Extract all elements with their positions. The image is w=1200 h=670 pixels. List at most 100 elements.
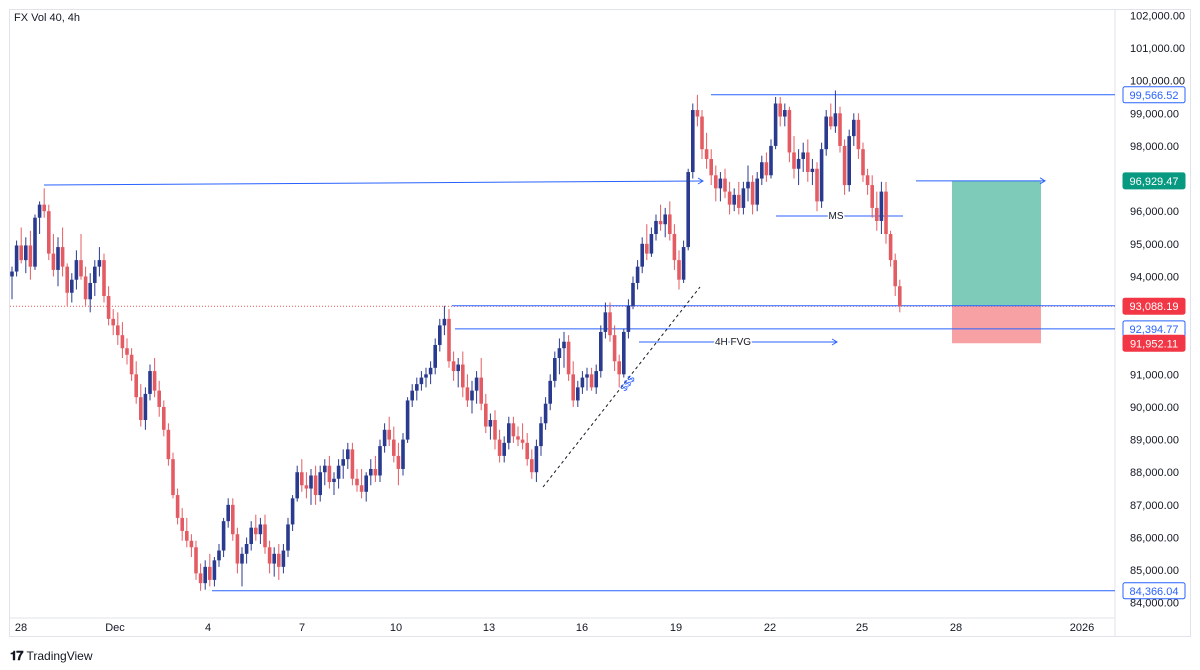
candle-body <box>56 247 60 270</box>
candle-body <box>677 260 681 280</box>
candle-body <box>539 423 543 447</box>
candle-body <box>180 517 184 531</box>
fvg-arrowhead <box>831 338 838 346</box>
candle-body <box>714 175 718 189</box>
candle-body <box>534 446 539 473</box>
candle-body <box>700 116 704 150</box>
candle-body <box>424 374 428 378</box>
candle-body <box>152 371 157 391</box>
level-line-96929-arrowhead <box>1039 177 1046 185</box>
x-tick-label: 10 <box>390 622 402 634</box>
candle-body <box>833 113 838 127</box>
candle-body <box>106 296 111 319</box>
candle-body <box>295 472 299 499</box>
candle-body <box>37 204 42 218</box>
candle-body <box>681 247 686 280</box>
candle-body <box>405 400 410 440</box>
candle-body <box>888 234 893 261</box>
candle-body <box>750 181 755 205</box>
candle-body <box>870 185 874 208</box>
x-tick-label: 25 <box>856 622 868 634</box>
price-tag-box <box>1122 297 1186 315</box>
candle-body <box>350 449 355 479</box>
candle-body <box>493 420 497 440</box>
candle-body <box>778 103 782 117</box>
candle-body <box>617 361 621 375</box>
candle-body <box>382 429 387 447</box>
candle-body <box>415 384 419 391</box>
candle-body <box>672 234 677 261</box>
candle-body <box>309 475 313 489</box>
candle-body <box>451 361 456 372</box>
x-tick-label: 4 <box>205 622 211 634</box>
candle-body <box>148 371 152 394</box>
candle-body <box>852 119 856 137</box>
price-tag-box <box>1122 86 1186 104</box>
candle-body <box>645 243 649 254</box>
candle-body <box>865 175 870 186</box>
candle-body <box>355 478 359 486</box>
candle-body <box>465 387 470 401</box>
tradingview-branding[interactable]: 𝟏𝟕 TradingView <box>10 648 93 664</box>
candle-body <box>369 468 373 476</box>
candle-body <box>796 158 801 169</box>
candle-body <box>773 103 778 146</box>
candle-body <box>691 110 695 173</box>
candle-body <box>392 439 396 456</box>
candle-body <box>594 371 598 388</box>
candle-body <box>378 446 382 476</box>
y-tick-label: 90,000.00 <box>1130 402 1179 414</box>
candle-body <box>438 325 442 345</box>
candle-body <box>566 341 571 375</box>
x-tick-label: 16 <box>576 622 588 634</box>
candle-body <box>474 377 479 391</box>
candle-body <box>497 439 502 456</box>
candle-body <box>231 504 235 535</box>
price-tag-label: 96,929.47 <box>1130 176 1179 188</box>
candle-body <box>97 260 102 267</box>
candle-body <box>530 459 534 473</box>
candle-body <box>456 364 460 372</box>
candle-body <box>263 524 267 548</box>
candle-body <box>387 429 391 440</box>
candle-body <box>74 260 79 280</box>
candle-body <box>488 420 493 427</box>
candle-body <box>129 354 134 375</box>
candle-body <box>801 152 805 159</box>
liquidity-annotation: $$$ <box>619 374 638 394</box>
candle-body <box>212 560 217 580</box>
y-tick-label: 99,000.00 <box>1130 108 1179 120</box>
candle-body <box>589 374 594 388</box>
candle-body <box>332 478 336 483</box>
y-tick-label: 91,000.00 <box>1130 369 1179 381</box>
target-zone <box>952 180 1041 307</box>
candle-body <box>51 253 56 270</box>
symbol-title: FX Vol 40, 4h <box>14 12 81 24</box>
candle-body <box>686 172 690 248</box>
candle-body <box>507 423 511 443</box>
candle-body <box>626 305 631 332</box>
candle-body <box>783 110 787 117</box>
candle-body <box>19 245 23 261</box>
candle-body <box>479 377 483 404</box>
x-tick-label: 28 <box>950 622 962 634</box>
candle-body <box>640 243 644 267</box>
candle-body <box>461 364 465 388</box>
candle-body <box>359 485 364 492</box>
candle-body <box>553 358 557 381</box>
candle-body <box>341 459 345 466</box>
candle-body <box>42 204 46 212</box>
y-tick-label: 84,000.00 <box>1130 598 1179 610</box>
candle-body <box>346 449 350 460</box>
candle-body <box>139 397 143 421</box>
candle-body <box>304 485 309 489</box>
candle-body <box>313 475 318 496</box>
candle-body <box>663 214 667 225</box>
candle-body <box>792 152 796 169</box>
candle-body <box>668 214 672 235</box>
candle-body <box>470 390 474 401</box>
candle-body <box>401 439 405 469</box>
candle-body <box>254 527 258 535</box>
prior-high-arrow-line <box>43 180 704 186</box>
